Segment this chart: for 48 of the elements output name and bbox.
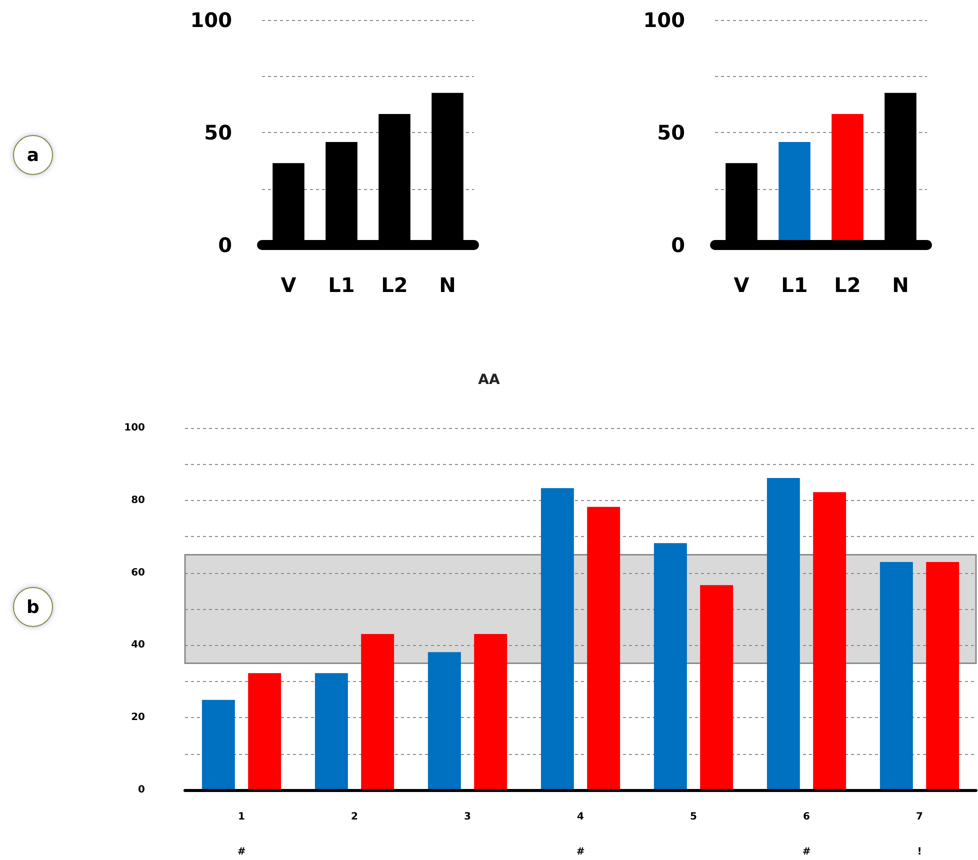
x-tick-label: N (892, 273, 909, 297)
x-tick-label: 5 (690, 812, 698, 822)
x-tick-label: L1 (781, 273, 808, 297)
x-tick-label: 6 (803, 812, 810, 822)
x-tick-label: L2 (381, 273, 408, 297)
y-tick-label: 60 (131, 567, 146, 578)
y-tick-label: 100 (190, 8, 232, 32)
bar (654, 543, 687, 790)
y-tick-label: 0 (138, 784, 146, 796)
bar (428, 652, 461, 790)
x-tick-label: 4 (577, 812, 584, 822)
bar (248, 673, 282, 790)
bar (361, 634, 394, 790)
text: # (576, 846, 585, 858)
circle-badge: b (13, 587, 53, 627)
text: ! (917, 846, 922, 858)
y-tick-label: 100 (643, 8, 685, 32)
y-tick-label: 80 (131, 494, 146, 506)
x-tick-label: 7 (916, 812, 924, 822)
x-tick-label: 3 (464, 812, 472, 822)
x-tick-label: L2 (834, 273, 861, 297)
y-tick-label: 100 (124, 422, 146, 434)
x-tick-label: L1 (328, 273, 355, 297)
circle-badge: a (13, 135, 53, 175)
bar (474, 634, 508, 790)
bar (202, 700, 235, 790)
y-tick-label: 40 (131, 640, 146, 651)
bar (540, 488, 574, 790)
x-tick-label: N (439, 273, 456, 297)
y-tick-label: 0 (218, 233, 232, 257)
y-tick-label: 20 (131, 712, 146, 724)
text: # (802, 846, 811, 858)
y-tick-label: 50 (204, 120, 232, 144)
bar (766, 478, 800, 790)
x-tick-label: 2 (351, 812, 358, 822)
bar (926, 562, 960, 790)
bar (700, 585, 734, 790)
bar (314, 673, 348, 790)
x-tick-label: V (280, 273, 297, 297)
x-tick-label: 1 (238, 812, 246, 822)
y-tick-label: 0 (671, 233, 685, 257)
bar (813, 492, 846, 790)
bar (587, 506, 620, 790)
x-tick-label: V (734, 273, 750, 297)
text: # (237, 846, 246, 858)
chart-title: AA (478, 372, 500, 388)
bar (880, 562, 913, 790)
y-tick-label: 50 (657, 120, 685, 144)
